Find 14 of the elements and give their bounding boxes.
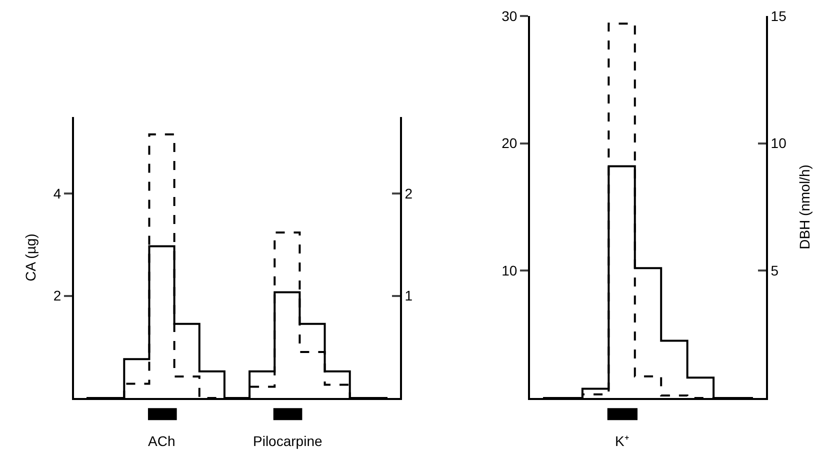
text: ACh — [148, 433, 176, 449]
y-tick-label: 20 — [502, 135, 518, 152]
y-axis-title: CA (µg) — [22, 234, 39, 282]
y2-tick-label: 10 — [770, 135, 787, 152]
y-tick-label: 4 — [53, 186, 62, 202]
y2-tick-label: 2 — [404, 186, 413, 202]
text: K⁺ — [615, 433, 630, 449]
text: Pilocarpine — [253, 433, 322, 449]
y-tick-label: 30 — [502, 8, 518, 24]
y2-axis-title: DBH (nmol/h) — [796, 164, 812, 250]
y2-tick-label: 15 — [770, 8, 787, 24]
y2-tick-label: 5 — [770, 262, 779, 279]
y-tick-label: 10 — [502, 262, 518, 279]
y2-tick-label: 1 — [404, 288, 413, 304]
